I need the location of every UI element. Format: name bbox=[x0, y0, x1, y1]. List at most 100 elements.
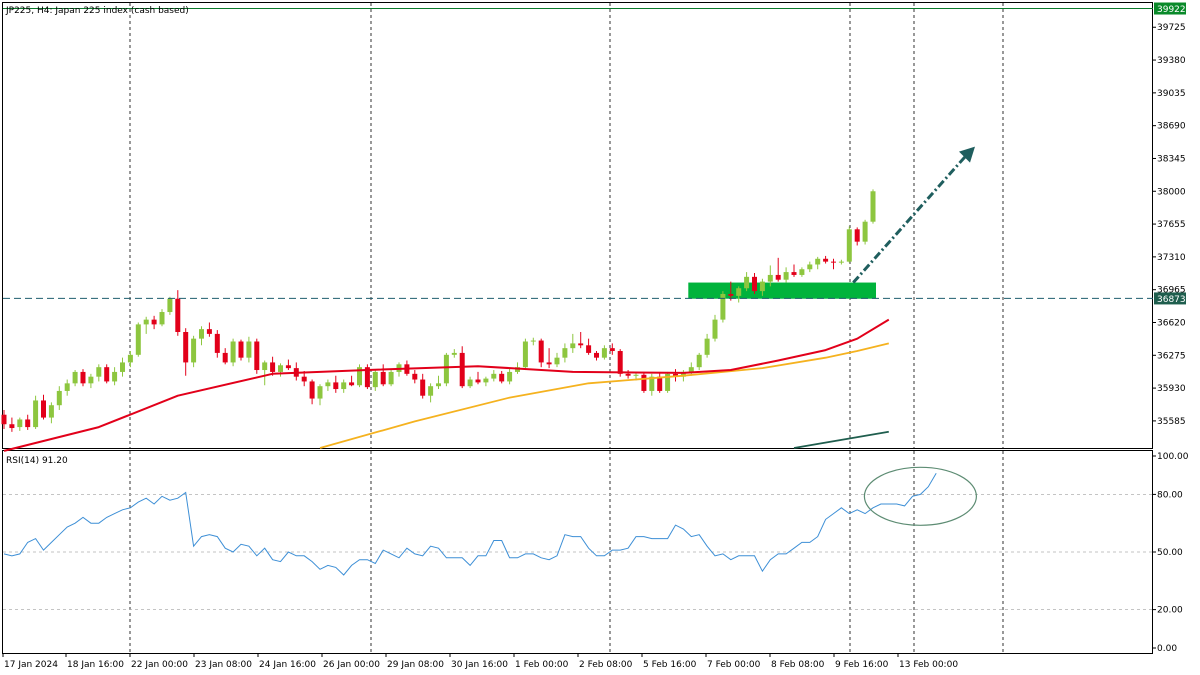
candle-body bbox=[641, 374, 647, 391]
candle bbox=[799, 267, 805, 277]
candle-body bbox=[285, 365, 291, 369]
ma-long-line bbox=[793, 430, 889, 449]
candle-body bbox=[475, 379, 481, 383]
candle-body bbox=[88, 376, 94, 384]
time-tick-label: 26 Jan 00:00 bbox=[323, 660, 380, 670]
candle bbox=[807, 261, 813, 273]
candle-body bbox=[17, 419, 23, 428]
candle-body bbox=[80, 371, 86, 384]
candle-body bbox=[191, 338, 197, 363]
candle bbox=[420, 373, 426, 399]
candle bbox=[41, 394, 46, 420]
candle-body bbox=[151, 319, 157, 325]
candle-body bbox=[112, 371, 118, 382]
price-tick-label: 39035 bbox=[1157, 89, 1186, 99]
candle-body bbox=[364, 367, 370, 388]
candle bbox=[25, 414, 31, 430]
candle-body bbox=[799, 269, 805, 275]
price-axis: 39725 39380 39035 38690 38345 38000 37655 37310… bbox=[1153, 2, 1186, 427]
candle-body bbox=[783, 272, 789, 280]
candle-body bbox=[601, 348, 607, 358]
candle bbox=[712, 314, 718, 342]
candle-body bbox=[167, 298, 173, 313]
candle-body bbox=[657, 376, 663, 391]
rsi-tick-label: 0.00 bbox=[1157, 644, 1177, 654]
candle bbox=[823, 255, 829, 264]
candle bbox=[246, 336, 252, 363]
trend-arrow-shaft bbox=[852, 153, 969, 284]
candle-body bbox=[617, 351, 623, 374]
candle-body bbox=[349, 382, 355, 386]
support-price-badge bbox=[1154, 292, 1186, 305]
candle-body bbox=[459, 352, 465, 387]
candle-body bbox=[554, 357, 560, 365]
candle-body bbox=[759, 281, 765, 292]
candles-layer bbox=[1, 189, 876, 432]
candle bbox=[530, 337, 536, 346]
candle bbox=[744, 272, 750, 292]
rsi-tick-label: 100.00 bbox=[1157, 452, 1189, 462]
candle bbox=[720, 291, 726, 323]
time-tick-label: 9 Feb 16:00 bbox=[835, 660, 889, 670]
candle-body bbox=[570, 343, 576, 349]
candle-body bbox=[862, 221, 868, 242]
rsi-tick-label: 80.00 bbox=[1157, 490, 1183, 500]
candle bbox=[696, 352, 702, 371]
candle-body bbox=[388, 371, 394, 385]
candle-body bbox=[33, 400, 39, 428]
candle-body bbox=[791, 272, 797, 275]
candle bbox=[88, 373, 94, 389]
candle bbox=[372, 370, 378, 391]
candle-body bbox=[380, 371, 386, 385]
price-tick-label: 39725 bbox=[1157, 23, 1186, 33]
time-tick-label: 8 Feb 08:00 bbox=[771, 660, 825, 670]
candle bbox=[56, 386, 62, 410]
price-lines-layer bbox=[3, 8, 1153, 299]
candle-body bbox=[838, 261, 844, 263]
candle bbox=[522, 338, 528, 371]
candle-body bbox=[586, 345, 592, 353]
price-tick-label: 38690 bbox=[1157, 122, 1186, 132]
candle bbox=[262, 360, 268, 386]
candle-body bbox=[823, 258, 829, 262]
rsi-tick-label: 50.00 bbox=[1157, 548, 1183, 558]
candle-body bbox=[9, 424, 15, 429]
candle bbox=[657, 371, 663, 393]
candle bbox=[199, 326, 204, 346]
candle bbox=[112, 367, 118, 386]
candle bbox=[507, 368, 513, 385]
candle-body bbox=[104, 367, 110, 382]
candle bbox=[214, 330, 220, 358]
candle bbox=[254, 338, 260, 374]
support-price-label: 36873 bbox=[1157, 295, 1186, 305]
time-tick-label: 17 Jan 2024 bbox=[4, 660, 58, 670]
candle bbox=[206, 322, 212, 337]
time-tick-label: 29 Jan 08:00 bbox=[387, 660, 444, 670]
current-price-badge bbox=[1154, 2, 1186, 15]
candle bbox=[736, 286, 742, 303]
candle bbox=[285, 359, 291, 371]
candle-body bbox=[254, 341, 260, 371]
candle bbox=[586, 338, 592, 355]
candle-body bbox=[56, 390, 62, 406]
candle bbox=[388, 370, 394, 387]
candle-body bbox=[246, 341, 252, 358]
candle-body bbox=[96, 367, 102, 377]
candle-body bbox=[507, 371, 513, 382]
vertical-grid bbox=[129, 3, 1004, 653]
candle-body bbox=[357, 367, 362, 386]
candle bbox=[767, 265, 773, 287]
trend-arrow-head bbox=[959, 146, 975, 163]
candle-body bbox=[412, 373, 418, 380]
candle-body bbox=[120, 362, 125, 372]
candle bbox=[451, 349, 457, 358]
time-tick-label: 5 Feb 16:00 bbox=[643, 660, 697, 670]
candle bbox=[357, 364, 362, 388]
candle bbox=[167, 296, 173, 315]
candle bbox=[72, 370, 78, 387]
candle-body bbox=[183, 331, 189, 363]
candle-body bbox=[159, 312, 165, 325]
candle bbox=[554, 352, 560, 368]
